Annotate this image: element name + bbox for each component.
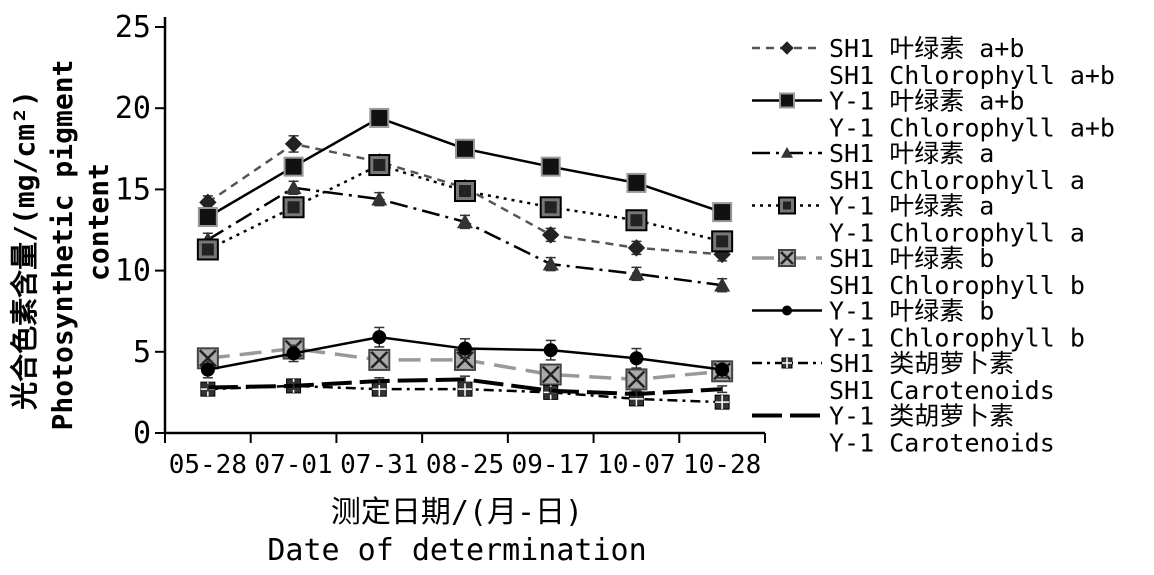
data-point-triangle	[371, 191, 388, 206]
y-tick-label: 10	[115, 254, 151, 289]
y-tick-label: 0	[133, 416, 151, 451]
data-point-xbox-cross	[627, 370, 646, 389]
legend-label-en: SH1 Chlorophyll a+b	[829, 61, 1115, 90]
data-point-circle	[372, 330, 387, 345]
legend-entry-5: Y-1 叶绿素 bY-1 Chlorophyll b	[752, 297, 1085, 353]
data-point-square	[369, 107, 390, 128]
legend-label-en: SH1 Carotenoids	[829, 376, 1055, 405]
data-point-box-inner	[630, 214, 643, 227]
data-point-box-inner	[201, 243, 214, 256]
x-tick-label: 07-31	[340, 450, 418, 480]
data-point-box-inner	[287, 201, 300, 214]
data-point-xbox-cross	[198, 349, 217, 368]
x-axis-label-cn: 测定日期/(月-日)	[331, 495, 583, 530]
legend-entry-3: Y-1 叶绿素 aY-1 Chlorophyll a	[752, 192, 1085, 248]
legend-label-cn: SH1 叶绿素 a+b	[829, 34, 1024, 63]
y-tick-label: 5	[133, 335, 151, 370]
legend-label-cn: Y-1 叶绿素 a	[829, 192, 994, 221]
data-point-xbox-cross	[456, 351, 474, 369]
data-point-box-inner	[544, 201, 557, 214]
data-point-triangle	[457, 213, 473, 229]
legend-label-cn: SH1 叶绿素 a	[829, 139, 994, 168]
data-point-box-inner	[459, 185, 471, 198]
data-point-triangle	[781, 147, 793, 158]
x-axis-label-en: Date of determination	[267, 533, 646, 568]
x-tick-label: 10-07	[597, 450, 675, 480]
data-point-box-inner	[716, 235, 729, 248]
series-1	[197, 107, 733, 228]
data-point-diamond	[542, 226, 560, 244]
legend-label-en: SH1 Chlorophyll a	[829, 166, 1085, 195]
legend-label-en: Y-1 Chlorophyll a	[829, 219, 1085, 248]
x-tick-label: 10-28	[683, 450, 761, 480]
data-point-square	[779, 92, 795, 109]
data-point-diamond	[627, 239, 646, 257]
data-point-circle	[715, 362, 730, 377]
series-layer	[196, 107, 734, 410]
y-axis-label-en-1: Photosynthetic pigment	[46, 60, 79, 431]
data-point-circle	[782, 305, 792, 316]
legend-label-en: Y-1 Carotenoids	[829, 429, 1055, 458]
data-point-triangle	[542, 256, 559, 271]
series-5	[200, 326, 730, 379]
data-point-square	[283, 156, 304, 177]
y-tick-label: 20	[115, 91, 151, 126]
y-tick-label: 15	[115, 172, 151, 207]
data-point-triangle	[285, 179, 302, 195]
series-3	[196, 154, 734, 261]
data-point-triangle	[628, 265, 645, 281]
legend-label-cn: SH1 类胡萝卜素	[829, 349, 1014, 378]
data-point-circle	[200, 362, 215, 377]
data-point-diamond	[284, 135, 303, 153]
axes	[163, 17, 765, 435]
x-tick-label: 05-28	[169, 450, 247, 480]
legend-label-cn: Y-1 类胡萝卜素	[829, 402, 1014, 431]
data-point-square	[455, 138, 475, 159]
data-point-box-inner	[783, 201, 791, 210]
data-point-square	[540, 156, 561, 177]
data-point-circle	[543, 343, 558, 358]
data-point-square	[197, 207, 218, 228]
x-tick-label: 09-17	[512, 450, 590, 480]
data-point-xbox-cross	[370, 351, 389, 369]
x-tick-label: 07-01	[254, 450, 332, 480]
x-tick-labels: 05-28 07-01 07-31 08-25 09-17 10-07 10-28	[164, 433, 766, 480]
data-point-square	[626, 172, 647, 193]
data-point-circle	[286, 346, 301, 361]
y-tick-labels: 0 5 10 15 20 25	[115, 10, 165, 451]
data-point-xbox-cross	[541, 365, 560, 384]
series-7	[202, 375, 728, 399]
data-point-crossbox-plus	[715, 395, 730, 410]
data-point-circle	[458, 341, 472, 356]
legend-label-cn: Y-1 叶绿素 a+b	[829, 87, 1024, 116]
legend-label-en: Y-1 Chlorophyll a+b	[829, 114, 1115, 143]
x-tick-label: 08-25	[426, 450, 504, 480]
data-point-triangle	[714, 277, 731, 292]
data-point-circle	[629, 351, 644, 366]
data-point-diamond	[780, 41, 794, 55]
legend-label-en: SH1 Chlorophyll b	[829, 271, 1085, 300]
legend-entry-1: Y-1 叶绿素 a+bY-1 Chlorophyll a+b	[752, 87, 1115, 143]
data-point-box-inner	[373, 159, 386, 172]
legend-label-en: Y-1 Chlorophyll b	[829, 324, 1085, 353]
y-axis-label-cn: 光合色素含量/(mg/cm²)	[8, 90, 41, 411]
data-point-crossbox-plus	[782, 358, 792, 368]
data-point-square	[712, 202, 733, 223]
legend-label-cn: SH1 叶绿素 b	[829, 244, 994, 273]
y-tick-label: 25	[115, 10, 151, 45]
data-point-xbox-cross	[780, 251, 794, 265]
data-point-crossbox-plus	[458, 382, 472, 397]
legend-label-cn: Y-1 叶绿素 b	[829, 297, 994, 326]
y-axis-label-en-2: content	[82, 163, 115, 281]
